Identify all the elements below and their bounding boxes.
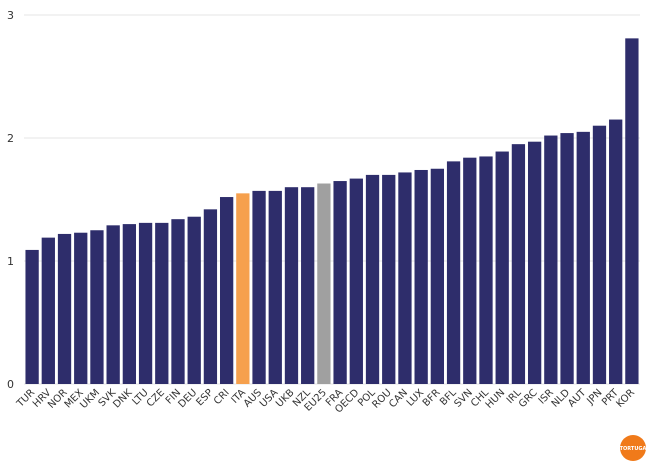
bar-kor — [625, 38, 639, 385]
bar-dnk — [122, 224, 137, 384]
bars — [25, 38, 639, 385]
bar-lux — [414, 169, 428, 384]
bar-grc — [527, 141, 542, 384]
bar-cze — [155, 222, 169, 384]
x-axis-labels: TURHRVNORMEXUKMSVKDNKLTUCZEFINDEUESPCRII… — [14, 387, 637, 416]
bar-hun — [495, 151, 509, 384]
logo-text: TORTUGA — [620, 446, 647, 452]
bar-usa — [268, 190, 282, 384]
bar-tur — [25, 249, 39, 384]
bar-nzl — [301, 187, 315, 384]
bar-rou — [382, 174, 396, 384]
bar-aut — [576, 131, 590, 384]
y-tick-label: 0 — [7, 378, 14, 391]
bar-ukb — [284, 187, 299, 384]
x-tick-label: CRI — [212, 387, 232, 407]
bar-bfr — [430, 168, 445, 384]
x-tick-label: KOR — [614, 387, 637, 410]
bar-bfl — [446, 161, 461, 384]
bar-fra — [333, 181, 347, 384]
x-tick-label: HUN — [484, 387, 508, 411]
bar-irl — [511, 144, 526, 384]
bar-oecd — [349, 178, 363, 384]
bar-aus — [252, 190, 266, 384]
bar-cri — [219, 197, 234, 384]
bar-isr — [544, 135, 558, 384]
bar-can — [398, 172, 412, 384]
bar-svk — [106, 225, 120, 384]
brand-logo: TORTUGA — [620, 435, 647, 461]
bar-chl — [479, 156, 493, 384]
bar-fin — [171, 219, 185, 384]
bar-jpn — [592, 125, 607, 384]
y-axis-ticks: 0 1 2 3 — [7, 9, 14, 391]
bar-hrv — [41, 237, 55, 384]
bar-nld — [560, 133, 574, 384]
bar-ukm — [90, 230, 104, 384]
bar-mex — [74, 232, 88, 384]
logo-circle — [620, 435, 646, 461]
bar-deu — [187, 216, 201, 384]
y-tick-label: 3 — [7, 9, 14, 22]
bar-svn — [463, 157, 477, 384]
y-tick-label: 1 — [7, 255, 14, 268]
bar-eu25 — [317, 183, 331, 384]
bar-esp — [203, 209, 218, 384]
bar-pol — [365, 174, 380, 384]
bar-ita — [236, 193, 250, 384]
bar-nor — [57, 233, 72, 384]
bar-ltu — [138, 222, 153, 384]
bar-prt — [609, 119, 623, 385]
y-tick-label: 2 — [7, 132, 14, 145]
